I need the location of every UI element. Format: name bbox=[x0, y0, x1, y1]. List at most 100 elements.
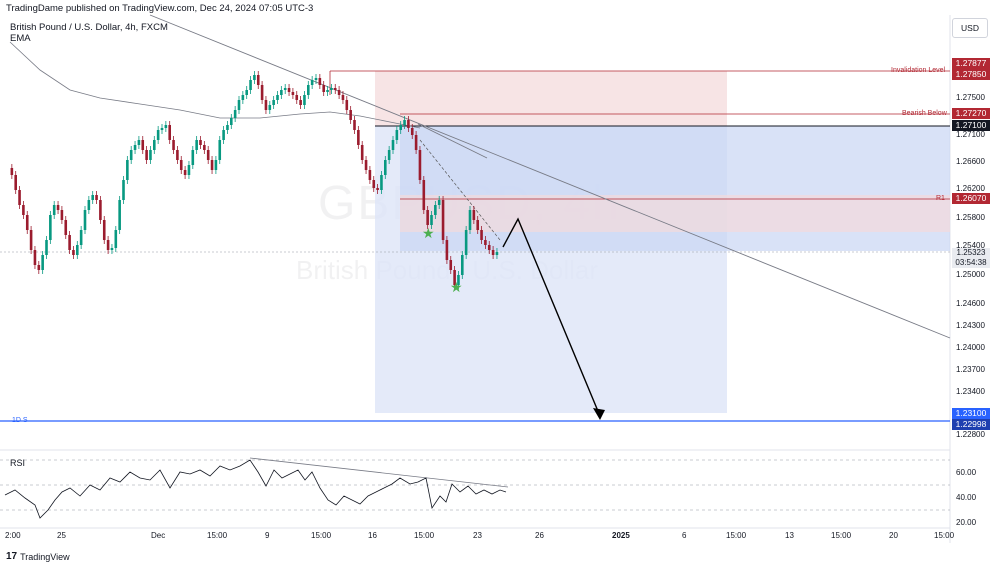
candle-body bbox=[318, 78, 322, 85]
candle-body bbox=[52, 205, 56, 215]
time-tick: 15:00 bbox=[934, 531, 955, 540]
candle-body bbox=[256, 75, 260, 85]
bearish-below-annotation[interactable]: Bearish Below bbox=[902, 110, 947, 117]
candle-body bbox=[283, 88, 287, 90]
candle-body bbox=[391, 140, 395, 150]
candle-body bbox=[110, 248, 114, 250]
tradingview-logo-icon: 17 bbox=[6, 551, 18, 562]
currency-button[interactable]: USD bbox=[952, 18, 988, 38]
candle-body bbox=[368, 170, 372, 180]
short-trendline[interactable] bbox=[417, 123, 488, 159]
star-icon: ★ bbox=[450, 280, 463, 296]
r1-annotation[interactable]: R1 bbox=[936, 195, 945, 202]
candle-body bbox=[29, 230, 33, 250]
projection-arrow[interactable] bbox=[502, 217, 601, 417]
rsi-tick: 60.00 bbox=[956, 468, 977, 477]
candle-body bbox=[384, 160, 387, 175]
candle-body bbox=[322, 85, 325, 92]
candle-body bbox=[372, 180, 376, 188]
candle-body bbox=[102, 220, 106, 240]
daily-support-annotation[interactable]: 1D S bbox=[12, 417, 28, 424]
candle-body bbox=[64, 220, 68, 235]
candle-body bbox=[472, 210, 476, 220]
candle-body bbox=[37, 265, 41, 270]
time-tick: 9 bbox=[265, 531, 270, 540]
stop-loss-zone[interactable] bbox=[375, 71, 727, 126]
candle-body bbox=[360, 145, 364, 160]
candle-body bbox=[68, 235, 71, 250]
time-tick: 15:00 bbox=[831, 531, 852, 540]
candle-body bbox=[422, 180, 426, 210]
invalidation-level-annotation[interactable]: Invalidation Level bbox=[891, 67, 946, 74]
candle-body bbox=[430, 215, 433, 225]
candle-body bbox=[218, 140, 222, 160]
candle-body bbox=[287, 88, 291, 92]
projection-arrowhead bbox=[593, 408, 605, 420]
candle-body bbox=[418, 150, 422, 180]
candle-body bbox=[441, 200, 445, 240]
candle-body bbox=[457, 275, 460, 285]
candle-body bbox=[291, 92, 295, 95]
time-tick: 13 bbox=[785, 531, 794, 540]
rsi-trendline[interactable] bbox=[249, 457, 509, 488]
candle-body bbox=[395, 130, 399, 140]
time-tick: 2:00 bbox=[5, 531, 21, 540]
candle-body bbox=[349, 110, 352, 120]
rsi-label[interactable]: RSI bbox=[10, 458, 26, 468]
time-tick: 15:00 bbox=[414, 531, 435, 540]
candle-body bbox=[249, 80, 252, 90]
candle-body bbox=[153, 140, 156, 150]
candle-body bbox=[45, 240, 48, 255]
candle-body bbox=[145, 150, 148, 160]
candle-body bbox=[353, 120, 356, 130]
publisher-line: TradingDame published on TradingView.com… bbox=[6, 3, 314, 14]
footer-branding[interactable]: 17 TradingView bbox=[6, 551, 70, 562]
candlestick-series[interactable] bbox=[10, 71, 499, 289]
candle-body bbox=[72, 250, 75, 255]
bearish-price-label[interactable]: 1.27270 bbox=[952, 108, 990, 119]
price-tick: 1.25800 bbox=[956, 213, 985, 222]
target-price-label[interactable]: 1.23100 bbox=[952, 408, 990, 419]
candle-body bbox=[156, 130, 160, 140]
candle-body bbox=[129, 150, 133, 160]
candle-body bbox=[210, 160, 214, 170]
candle-body bbox=[41, 255, 44, 270]
candle-body bbox=[137, 140, 141, 145]
price-tick: 1.23400 bbox=[956, 387, 985, 396]
price-tick: 1.24600 bbox=[956, 299, 985, 308]
rsi-tick: 40.00 bbox=[956, 493, 977, 502]
descending-trendline[interactable] bbox=[149, 14, 951, 339]
time-tick: 25 bbox=[57, 531, 66, 540]
invalidation-price-label-2[interactable]: 1.27850 bbox=[952, 69, 990, 80]
candle-body bbox=[226, 125, 229, 130]
entry-price-label[interactable]: 1.27100 bbox=[952, 120, 990, 131]
candle-body bbox=[14, 175, 17, 190]
candle-body bbox=[399, 125, 402, 130]
candle-body bbox=[468, 210, 472, 230]
r1-price-label[interactable]: 1.26070 bbox=[952, 193, 990, 204]
invalidation-price-label[interactable]: 1.27877 bbox=[952, 58, 990, 69]
candle-body bbox=[272, 100, 275, 105]
dashed-channel-line bbox=[419, 139, 501, 241]
candle-body bbox=[268, 105, 272, 110]
r1-resistance-band[interactable] bbox=[400, 195, 950, 232]
star-icon: ★ bbox=[422, 226, 435, 242]
candle-body bbox=[141, 140, 145, 150]
time-tick: 26 bbox=[535, 531, 544, 540]
candle-body bbox=[95, 195, 98, 200]
candle-body bbox=[426, 210, 429, 225]
candle-body bbox=[168, 125, 171, 140]
ema-line[interactable] bbox=[9, 41, 421, 129]
candle-body bbox=[164, 125, 168, 128]
target-price-label-2[interactable]: 1.22998 bbox=[952, 419, 990, 430]
candle-body bbox=[126, 160, 129, 180]
indicator-label-ema[interactable]: EMA bbox=[10, 33, 31, 44]
current-price-box[interactable]: 1.25323 03:54:38 bbox=[952, 248, 990, 268]
candle-body bbox=[179, 160, 183, 170]
symbol-title[interactable]: British Pound / U.S. Dollar, 4h, FXCM bbox=[10, 22, 168, 33]
rsi-line[interactable] bbox=[4, 459, 507, 519]
candle-body bbox=[206, 150, 210, 160]
candle-body bbox=[172, 140, 175, 150]
candle-body bbox=[387, 150, 391, 160]
